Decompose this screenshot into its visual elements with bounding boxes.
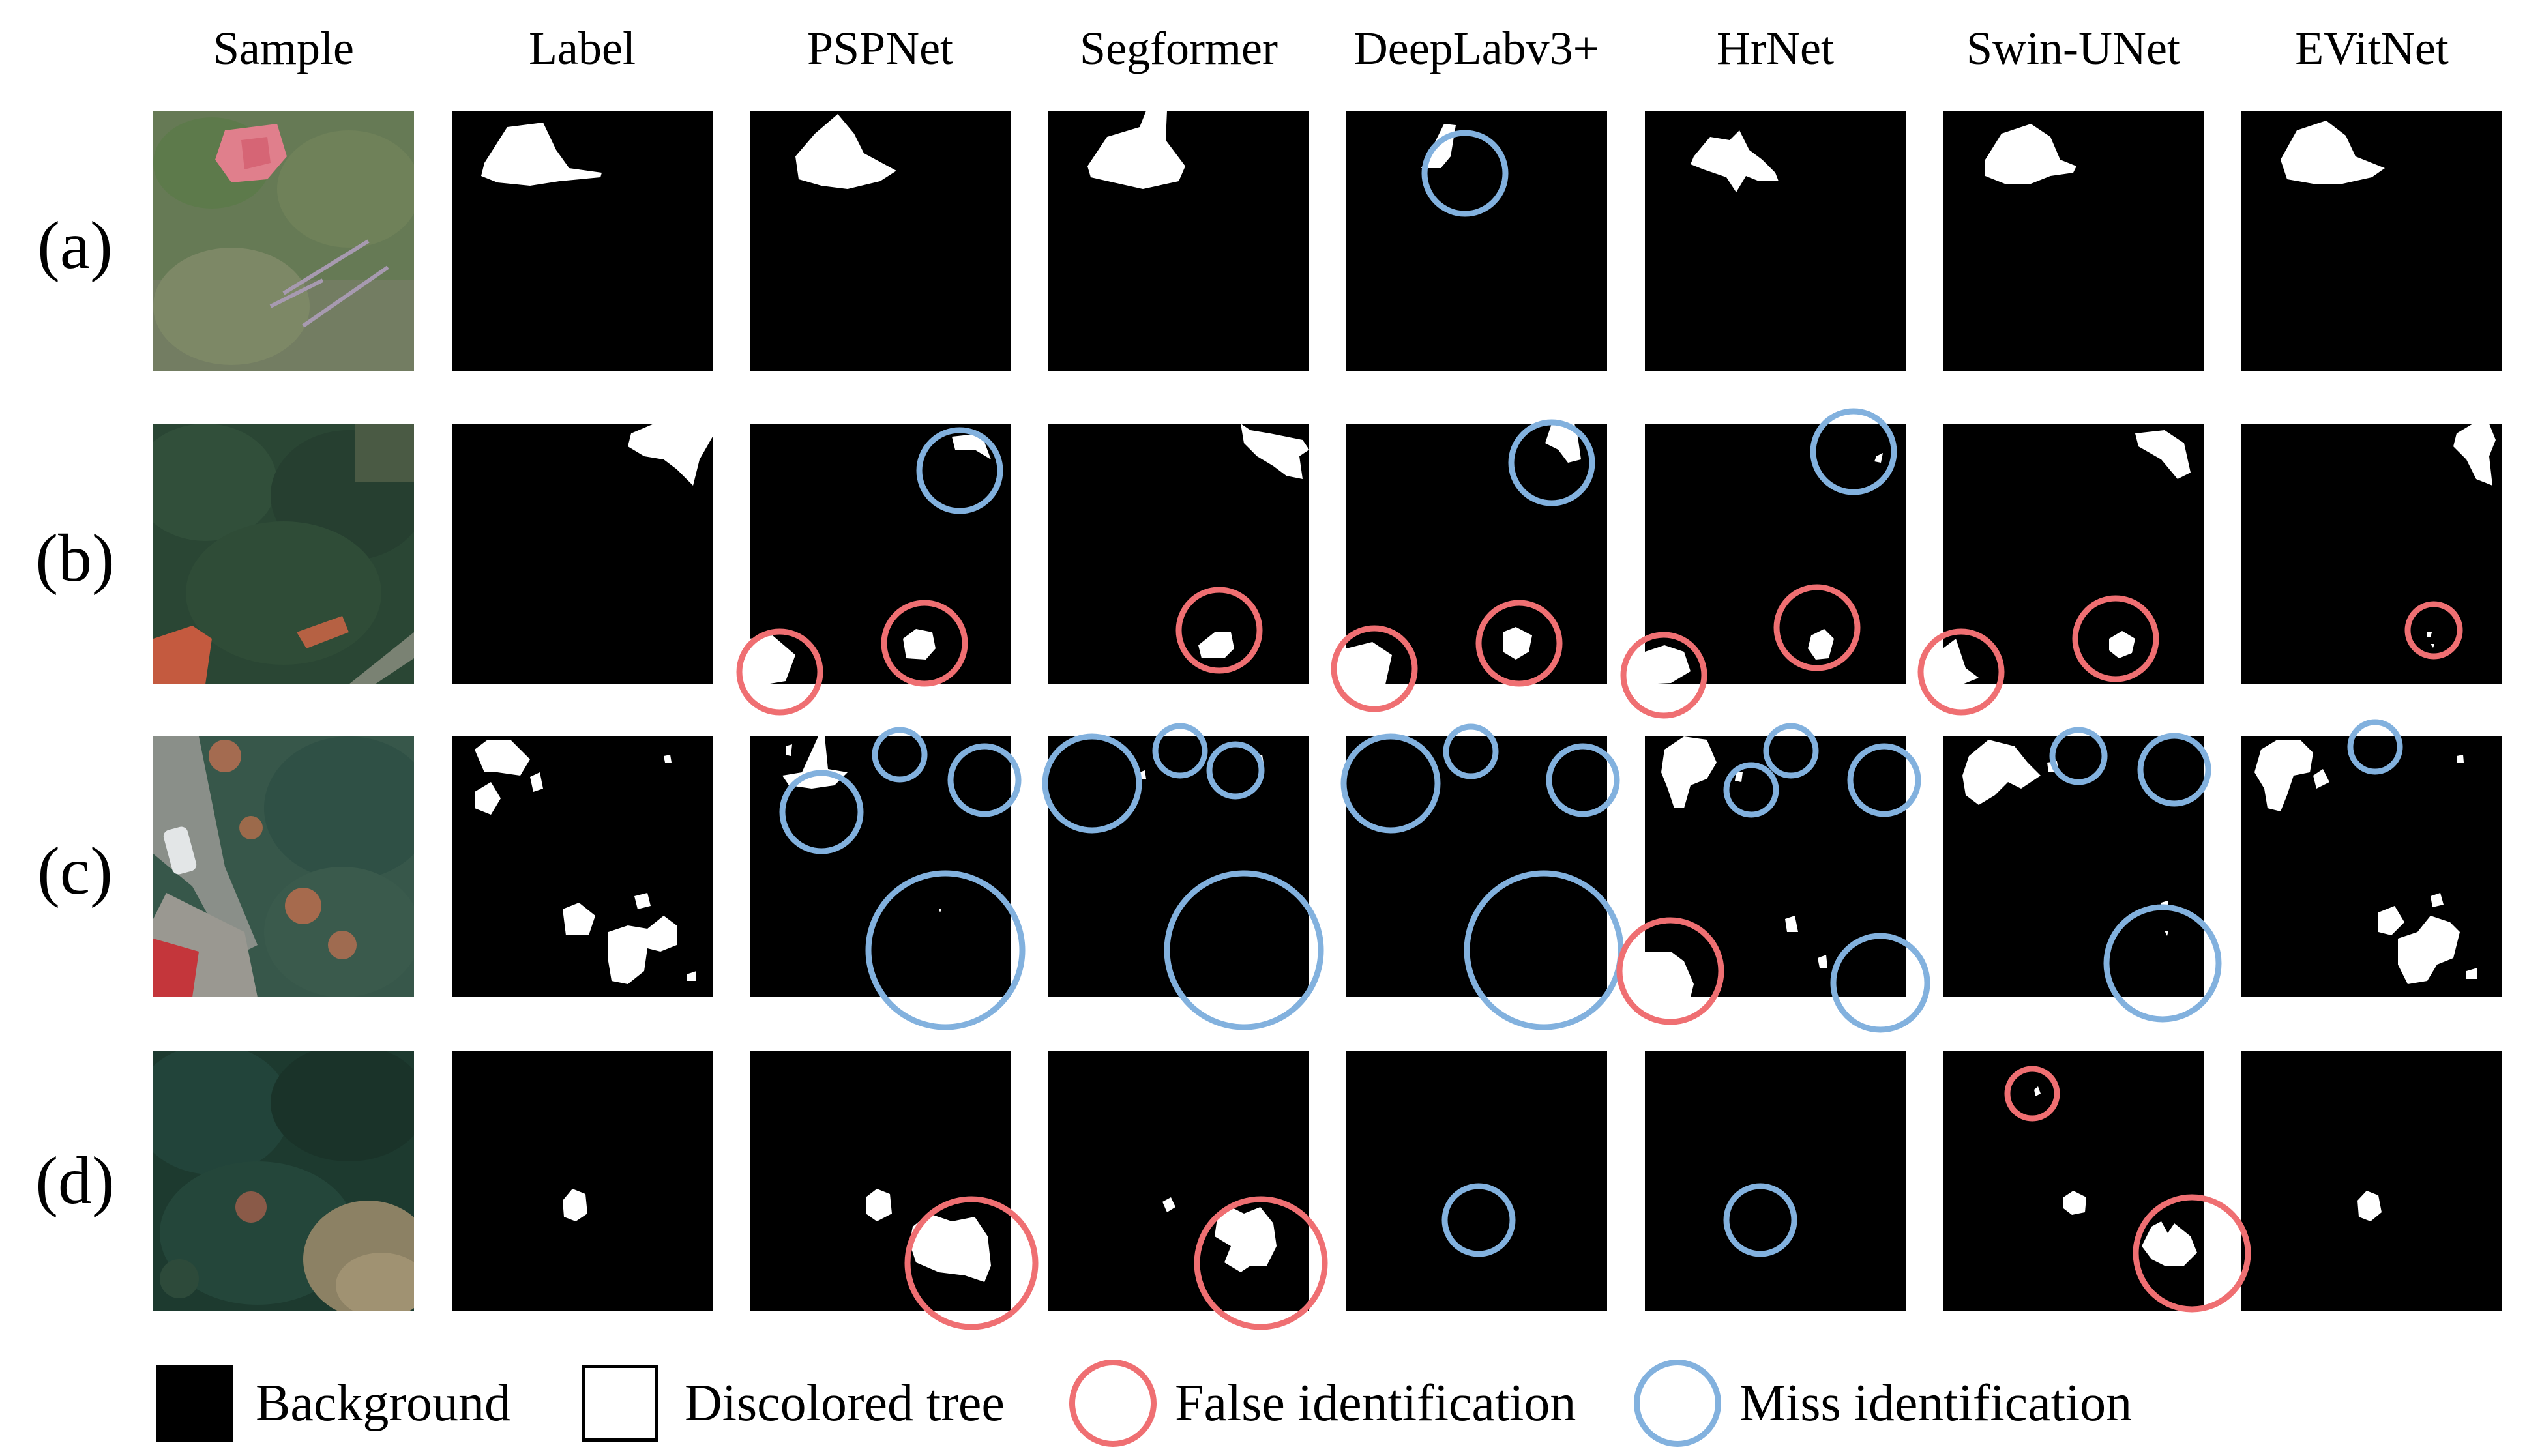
legend-background-swatch: [156, 1365, 233, 1442]
mask-segformer-a: [1048, 111, 1309, 371]
sample-image-d: [153, 1051, 414, 1311]
mask-evitnet-b: [2241, 424, 2502, 684]
mask-evitnet-d: [2241, 1051, 2502, 1311]
col-header-swin-unet: Swin-UNet: [1966, 22, 2180, 74]
legend-miss-identification-label: Miss identification: [1739, 1375, 2133, 1432]
mask-hrnet-d: [1645, 1051, 1906, 1311]
mask-evitnet-a: [2241, 111, 2502, 371]
col-header-evitnet: EVitNet: [2295, 22, 2449, 74]
mask-deeplabv3-a: [1346, 111, 1607, 371]
mask-hrnet-a: [1645, 111, 1906, 371]
sample-image-a: [153, 111, 414, 371]
mask-deeplabv3-d: [1346, 1051, 1607, 1311]
col-header-hrnet: HrNet: [1717, 22, 1834, 74]
legend-background-label: Background: [256, 1375, 511, 1432]
mask-hrnet-c: [1645, 736, 1906, 997]
mask-label-c: [452, 736, 713, 997]
legend-false-identification-label: False identification: [1175, 1375, 1576, 1432]
mask-label-b: [452, 424, 713, 684]
legend-discolored-tree-swatch: [582, 1365, 658, 1442]
legend-discolored-tree-label: Discolored tree: [685, 1375, 1005, 1432]
mask-pspnet-b: [750, 424, 1011, 684]
col-header-pspnet: PSPNet: [806, 22, 954, 74]
col-header-segformer: Segformer: [1080, 22, 1278, 74]
mask-swin-unet-a: [1943, 111, 2204, 371]
col-header-sample: Sample: [213, 22, 354, 74]
col-header-deeplabv3: DeepLabv3+: [1353, 22, 1600, 74]
mask-pspnet-d: [750, 1051, 1011, 1311]
row-label-d: (d): [35, 1143, 115, 1218]
mask-label-d: [452, 1051, 713, 1311]
sample-image-c: [153, 736, 414, 997]
legend-false-identification-circle: [1069, 1360, 1157, 1447]
row-label-b: (b): [35, 521, 115, 596]
mask-swin-unet-d: [1943, 1051, 2204, 1311]
mask-evitnet-c: [2241, 736, 2502, 997]
mask-segformer-c: [1048, 736, 1309, 997]
mask-pspnet-c: [750, 736, 1011, 997]
legend-miss-identification-circle: [1634, 1360, 1721, 1447]
mask-segformer-d: [1048, 1051, 1309, 1311]
mask-swin-unet-b: [1943, 424, 2204, 684]
row-label-c: (c): [37, 834, 113, 909]
sample-image-b: [153, 424, 414, 684]
mask-pspnet-a: [750, 111, 1011, 371]
mask-label-a: [452, 111, 713, 371]
mask-segformer-b: [1048, 424, 1309, 684]
mask-hrnet-b: [1645, 424, 1906, 684]
row-label-a: (a): [37, 208, 113, 283]
col-header-label: Label: [529, 22, 636, 74]
mask-deeplabv3-c: [1346, 736, 1607, 997]
mask-deeplabv3-b: [1346, 424, 1607, 684]
mask-swin-unet-c: [1943, 736, 2204, 997]
